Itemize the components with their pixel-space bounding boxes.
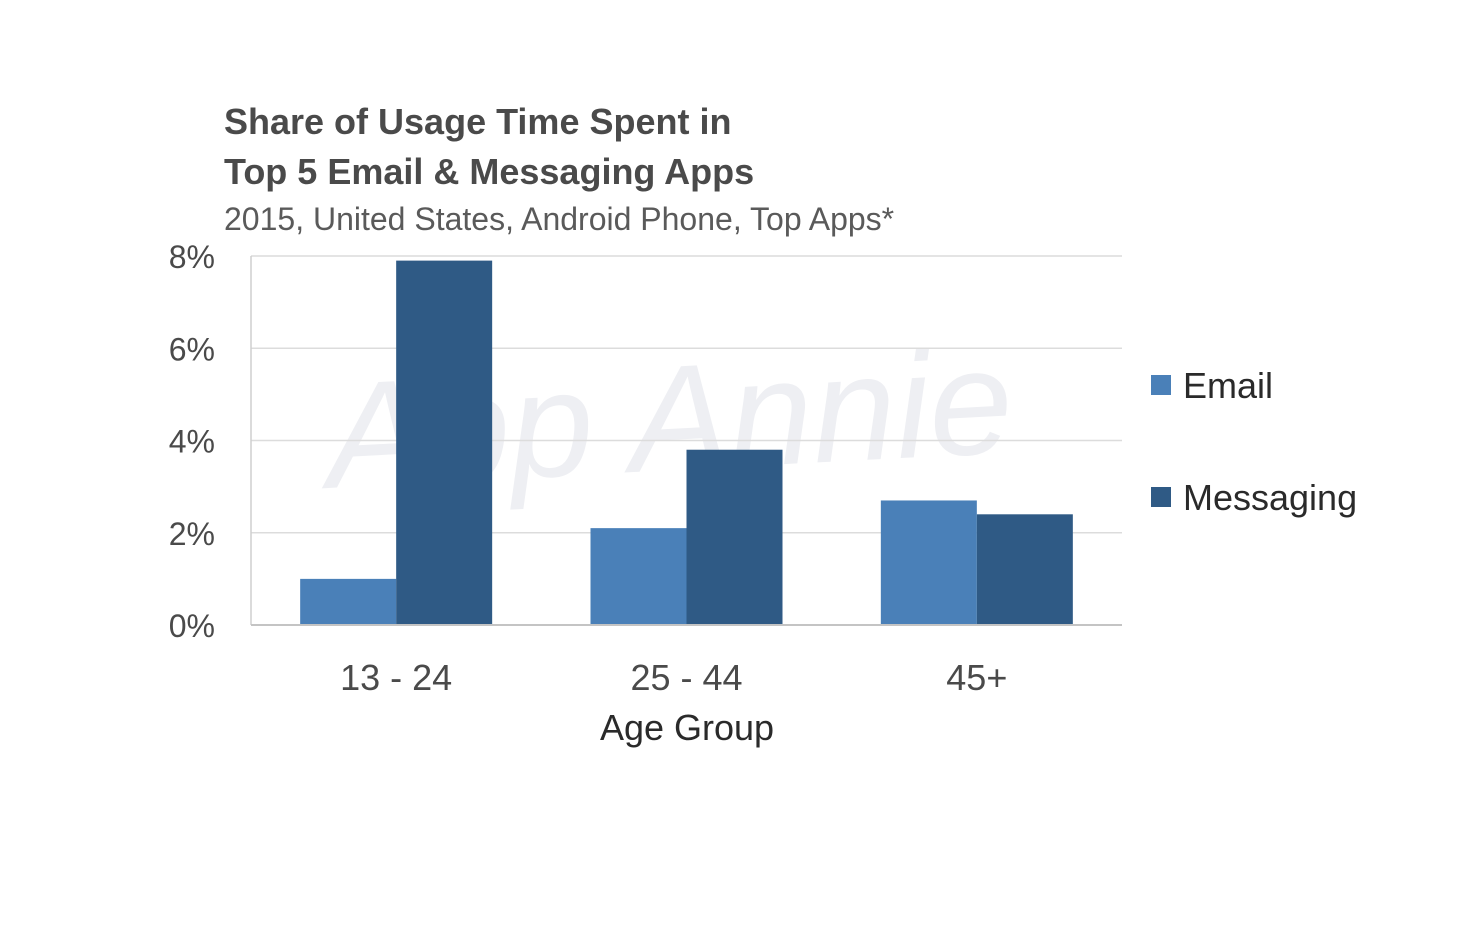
y-tick-label: 4% xyxy=(169,424,215,460)
y-tick-label: 0% xyxy=(169,608,215,644)
bar-email-2 xyxy=(880,500,977,625)
x-tick-label: 45+ xyxy=(946,657,1007,698)
bar-email-1 xyxy=(590,528,687,625)
bar-messaging-0 xyxy=(396,260,493,625)
y-tick-label: 2% xyxy=(169,516,215,552)
bars xyxy=(300,260,1073,625)
y-tick-label: 8% xyxy=(169,239,215,275)
y-tick-label: 6% xyxy=(169,331,215,367)
bar-messaging-1 xyxy=(686,449,783,625)
chart-title-line-2: Top 5 Email & Messaging Apps xyxy=(224,151,754,192)
legend-swatch-messaging xyxy=(1151,487,1171,507)
chart-subtitle: 2015, United States, Android Phone, Top … xyxy=(224,201,894,237)
bar-email-0 xyxy=(300,578,397,625)
x-tick-label: 13 - 24 xyxy=(340,657,452,698)
axes: 0% 2% 4% 6% 8% 13 - 24 25 - 44 45+ xyxy=(169,239,1122,698)
x-tick-label: 25 - 44 xyxy=(630,657,742,698)
bar-messaging-2 xyxy=(976,514,1073,625)
chart-title-line-1: Share of Usage Time Spent in xyxy=(224,101,731,142)
legend: Email Messaging xyxy=(1151,365,1357,518)
legend-swatch-email xyxy=(1151,375,1171,395)
legend-label-messaging: Messaging xyxy=(1183,477,1357,518)
legend-label-email: Email xyxy=(1183,365,1273,406)
x-axis-label: Age Group xyxy=(600,707,774,748)
